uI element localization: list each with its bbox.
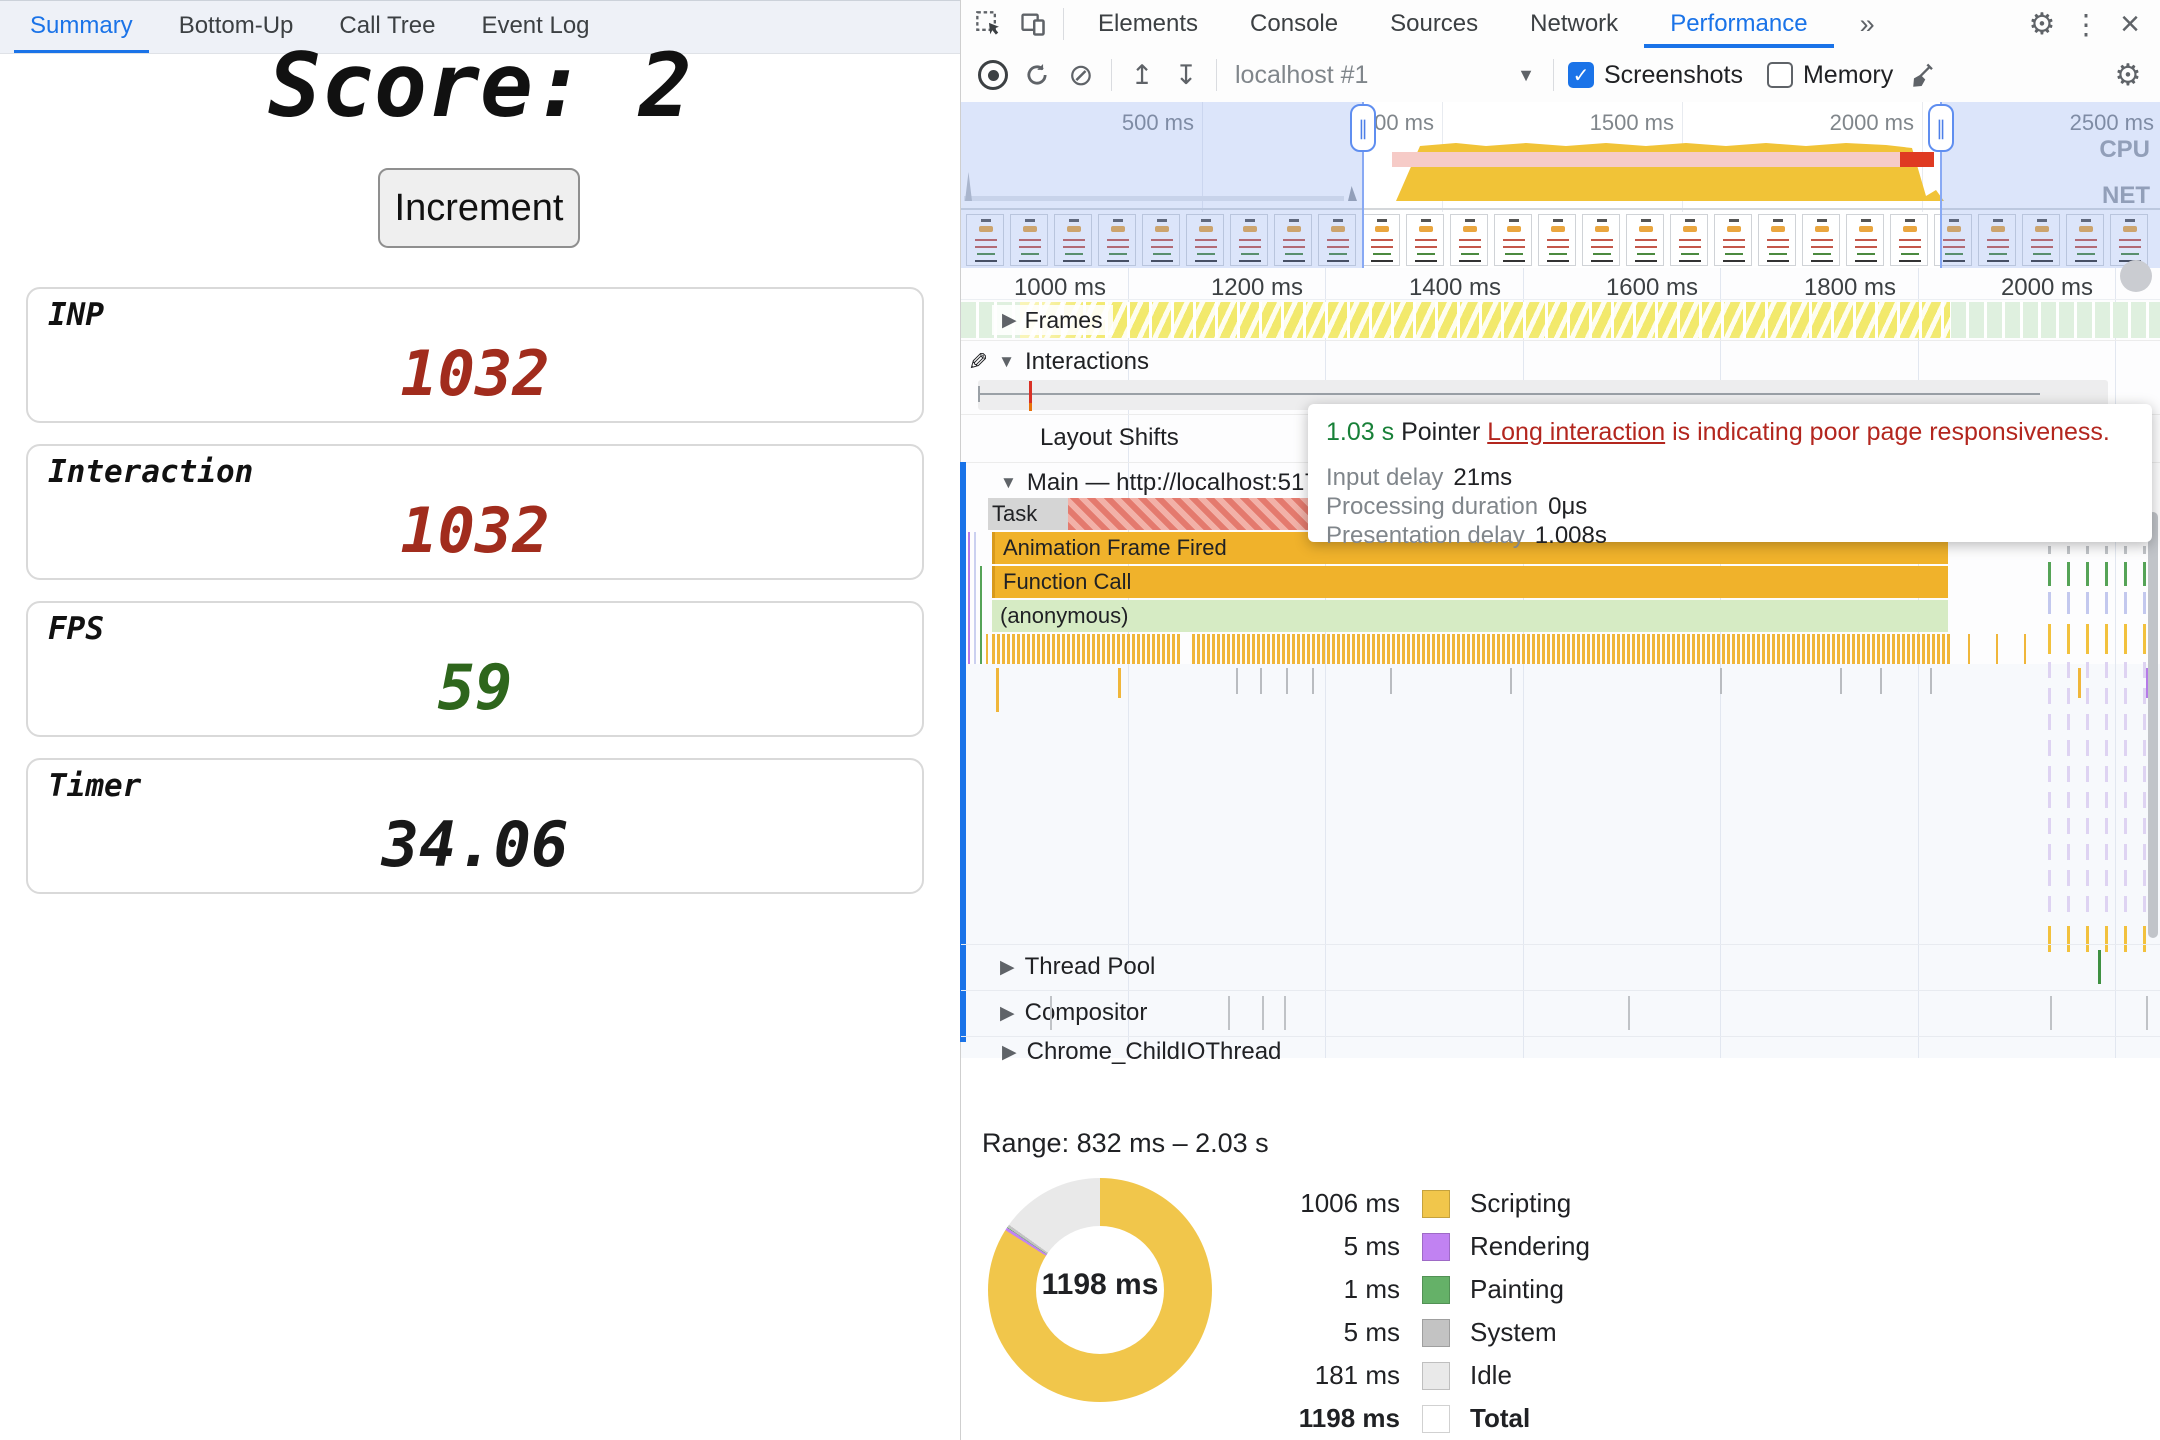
active-tab-underline bbox=[1644, 44, 1834, 48]
metric-card-inp: INP 1032 bbox=[26, 287, 924, 423]
legend-value: 5 ms bbox=[1343, 1231, 1400, 1261]
legend-label: Total bbox=[1470, 1403, 1531, 1433]
drawer-tab-call-tree[interactable]: Call Tree bbox=[339, 11, 436, 39]
tooltip-row-label: Processing duration bbox=[1326, 493, 1539, 520]
reload-icon[interactable] bbox=[1015, 53, 1059, 97]
legend-value: 1198 ms bbox=[1298, 1403, 1400, 1433]
metric-card-interaction: Interaction 1032 bbox=[26, 444, 924, 580]
tab-performance-label: Performance bbox=[1670, 10, 1808, 37]
tab-network[interactable]: Network bbox=[1530, 10, 1619, 37]
legend-swatch bbox=[1422, 1275, 1450, 1304]
long-interaction-link[interactable]: Long interaction bbox=[1487, 418, 1666, 446]
tooltip-row-value: 0μs bbox=[1548, 493, 1588, 520]
summary-legend: 1006 ms Scripting 5 ms Rendering 1 ms Pa… bbox=[1270, 1182, 1590, 1440]
checkbox-unchecked-icon bbox=[1766, 62, 1793, 88]
legend-label: Scripting bbox=[1470, 1188, 1572, 1218]
metric-value: 34.06 bbox=[381, 808, 569, 881]
tooltip-type: Pointer bbox=[1401, 418, 1481, 446]
collect-garbage-icon[interactable] bbox=[1903, 53, 1947, 97]
legend-row-painting: 1 ms Painting bbox=[1270, 1268, 1590, 1311]
drawer-tab-summary[interactable]: Summary bbox=[14, 1, 149, 53]
legend-swatch bbox=[1422, 1318, 1450, 1347]
tooltip-message: is indicating poor page responsiveness. bbox=[1672, 418, 2110, 446]
metric-value: 59 bbox=[437, 651, 513, 724]
legend-row-scripting: 1006 ms Scripting bbox=[1270, 1182, 1590, 1225]
metric-label: Timer bbox=[48, 768, 142, 804]
metric-label: FPS bbox=[48, 611, 104, 647]
performance-toolbar: ⊘ ↥ ↧ localhost #1 ▼ ✓ Screenshots Memor… bbox=[961, 48, 2160, 103]
metric-card-fps: FPS 59 bbox=[26, 601, 924, 737]
clear-icon[interactable]: ⊘ bbox=[1068, 58, 1094, 92]
legend-row-idle: 181 ms Idle bbox=[1270, 1354, 1590, 1397]
save-profile-icon[interactable]: ↧ bbox=[1174, 59, 1198, 90]
drawer-tab-event-log[interactable]: Event Log bbox=[481, 11, 590, 39]
divider bbox=[1553, 59, 1554, 91]
legend-value: 181 ms bbox=[1314, 1360, 1400, 1390]
legend-label: System bbox=[1470, 1317, 1557, 1347]
metric-value: 1032 bbox=[400, 337, 550, 410]
legend-label: Painting bbox=[1470, 1274, 1564, 1304]
legend-swatch bbox=[1422, 1404, 1450, 1433]
checkbox-checked-icon: ✓ bbox=[1568, 62, 1594, 88]
settings-icon[interactable]: ⚙ bbox=[2028, 7, 2056, 41]
legend-label: Idle bbox=[1470, 1360, 1512, 1390]
legend-row-total: 1198 ms Total bbox=[1270, 1397, 1590, 1440]
close-icon[interactable]: × bbox=[2120, 4, 2140, 43]
chevron-down-icon: ▼ bbox=[1517, 64, 1535, 85]
memory-checkbox[interactable]: Memory bbox=[1766, 60, 1894, 90]
screenshots-checkbox[interactable]: ✓ Screenshots bbox=[1568, 61, 1743, 90]
increment-button[interactable]: Increment bbox=[378, 168, 580, 248]
donut-total-label: 1198 ms bbox=[1041, 1268, 1159, 1301]
tab-performance[interactable]: Performance bbox=[1644, 0, 1834, 48]
metric-card-timer: Timer 34.06 bbox=[26, 758, 924, 894]
device-toolbar-icon[interactable] bbox=[1011, 2, 1055, 46]
legend-row-rendering: 5 ms Rendering bbox=[1270, 1225, 1590, 1268]
record-icon[interactable] bbox=[971, 53, 1015, 97]
legend-value: 1006 ms bbox=[1300, 1188, 1400, 1218]
capture-settings-icon[interactable]: ⚙ bbox=[2114, 58, 2142, 92]
inspect-icon[interactable] bbox=[967, 2, 1011, 46]
tab-elements[interactable]: Elements bbox=[1098, 10, 1199, 37]
tooltip-row-label: Presentation delay bbox=[1326, 522, 1525, 549]
legend-value: 1 ms bbox=[1343, 1274, 1400, 1304]
divider bbox=[1111, 59, 1112, 91]
legend-label: Rendering bbox=[1470, 1231, 1590, 1261]
tab-console[interactable]: Console bbox=[1250, 10, 1339, 37]
page-title: Score: 2 bbox=[268, 34, 692, 137]
legend-swatch bbox=[1422, 1361, 1450, 1390]
metric-label: Interaction bbox=[48, 454, 254, 490]
tab-sources[interactable]: Sources bbox=[1390, 10, 1479, 37]
more-tabs-icon[interactable]: » bbox=[1859, 8, 1875, 39]
tooltip-duration: 1.03 s bbox=[1326, 418, 1395, 446]
legend-swatch bbox=[1422, 1189, 1450, 1218]
load-profile-icon[interactable]: ↥ bbox=[1130, 59, 1154, 90]
tooltip-row-value: 1.008s bbox=[1534, 522, 1607, 549]
metric-value: 1032 bbox=[400, 494, 550, 567]
summary-range: Range: 832 ms – 2.03 s bbox=[982, 1128, 1269, 1158]
menu-icon[interactable]: ⋮ bbox=[2072, 8, 2100, 40]
screenshots-label: Screenshots bbox=[1604, 60, 1743, 89]
legend-row-system: 5 ms System bbox=[1270, 1311, 1590, 1354]
divider bbox=[1216, 59, 1217, 91]
donut-hole bbox=[1036, 1226, 1164, 1354]
divider bbox=[1063, 8, 1064, 40]
profile-select-value: localhost #1 bbox=[1235, 60, 1369, 89]
legend-swatch bbox=[1422, 1232, 1450, 1261]
tooltip-row-value: 21ms bbox=[1453, 464, 1513, 491]
memory-label: Memory bbox=[1802, 60, 1894, 89]
tooltip-row-label: Input delay bbox=[1326, 464, 1444, 491]
drawer-tab-bottom-up[interactable]: Bottom-Up bbox=[178, 11, 294, 39]
interaction-tooltip: 1.03 s Pointer Long interaction is indic… bbox=[1308, 404, 2152, 549]
profile-select[interactable]: localhost #1 ▼ bbox=[1225, 61, 1545, 90]
devtools-tab-bar: Elements Console Sources Network Perform… bbox=[961, 0, 2160, 49]
legend-value: 5 ms bbox=[1343, 1317, 1400, 1347]
metric-label: INP bbox=[48, 297, 104, 333]
